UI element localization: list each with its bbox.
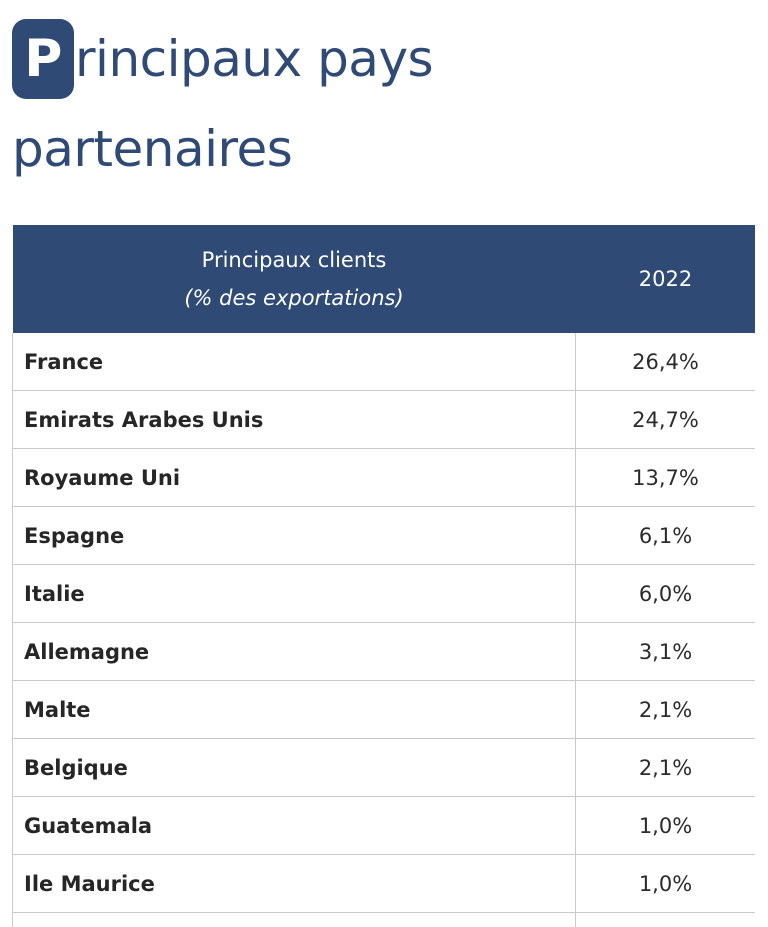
value-cell: 2,1% bbox=[575, 738, 755, 797]
empty-cell bbox=[12, 912, 576, 927]
value-cell: 2,1% bbox=[575, 680, 755, 739]
table-row: Guatemala 1,0% bbox=[12, 796, 755, 855]
title-initial-badge: P bbox=[12, 19, 74, 99]
table-header-row: Principaux clients (% des exportations) … bbox=[12, 225, 755, 333]
table-row: Royaume Uni 13,7% bbox=[12, 448, 755, 507]
country-cell: Allemagne bbox=[12, 622, 576, 681]
value-cell: 6,1% bbox=[575, 506, 755, 565]
table-row: Espagne 6,1% bbox=[12, 506, 755, 565]
page-title-line-2: partenaires bbox=[12, 120, 293, 178]
table-row: Allemagne 3,1% bbox=[12, 622, 755, 681]
value-cell: 3,1% bbox=[575, 622, 755, 681]
partners-table: Principaux clients (% des exportations) … bbox=[12, 225, 755, 927]
empty-cell bbox=[575, 912, 755, 927]
country-cell: Espagne bbox=[12, 506, 576, 565]
table-row: Emirats Arabes Unis 24,7% bbox=[12, 390, 755, 449]
value-cell: 24,7% bbox=[575, 390, 755, 449]
column-header-sublabel: (% des exportations) bbox=[184, 286, 404, 310]
table-row: Malte 2,1% bbox=[12, 680, 755, 739]
value-cell: 1,0% bbox=[575, 854, 755, 913]
value-cell: 26,4% bbox=[575, 333, 755, 391]
table-row: Belgique 2,1% bbox=[12, 738, 755, 797]
value-cell: 13,7% bbox=[575, 448, 755, 507]
value-cell: 6,0% bbox=[575, 564, 755, 623]
page-title-rest: rincipaux pays bbox=[75, 30, 434, 88]
country-cell: Belgique bbox=[12, 738, 576, 797]
country-cell: Emirats Arabes Unis bbox=[12, 390, 576, 449]
column-header-label: Principaux clients bbox=[201, 248, 387, 272]
column-header-year: 2022 bbox=[575, 225, 755, 333]
column-header-clients: Principaux clients (% des exportations) bbox=[12, 225, 576, 333]
partners-table-container: Principaux clients (% des exportations) … bbox=[12, 225, 755, 927]
table-row: France 26,4% bbox=[12, 333, 755, 391]
table-row: Ile Maurice 1,0% bbox=[12, 854, 755, 913]
table-row-partial bbox=[12, 912, 755, 927]
table-row: Italie 6,0% bbox=[12, 564, 755, 623]
country-cell: Royaume Uni bbox=[12, 448, 576, 507]
value-cell: 1,0% bbox=[575, 796, 755, 855]
country-cell: Ile Maurice bbox=[12, 854, 576, 913]
country-cell: Guatemala bbox=[12, 796, 576, 855]
country-cell: Malte bbox=[12, 680, 576, 739]
country-cell: Italie bbox=[12, 564, 576, 623]
country-cell: France bbox=[12, 333, 576, 391]
